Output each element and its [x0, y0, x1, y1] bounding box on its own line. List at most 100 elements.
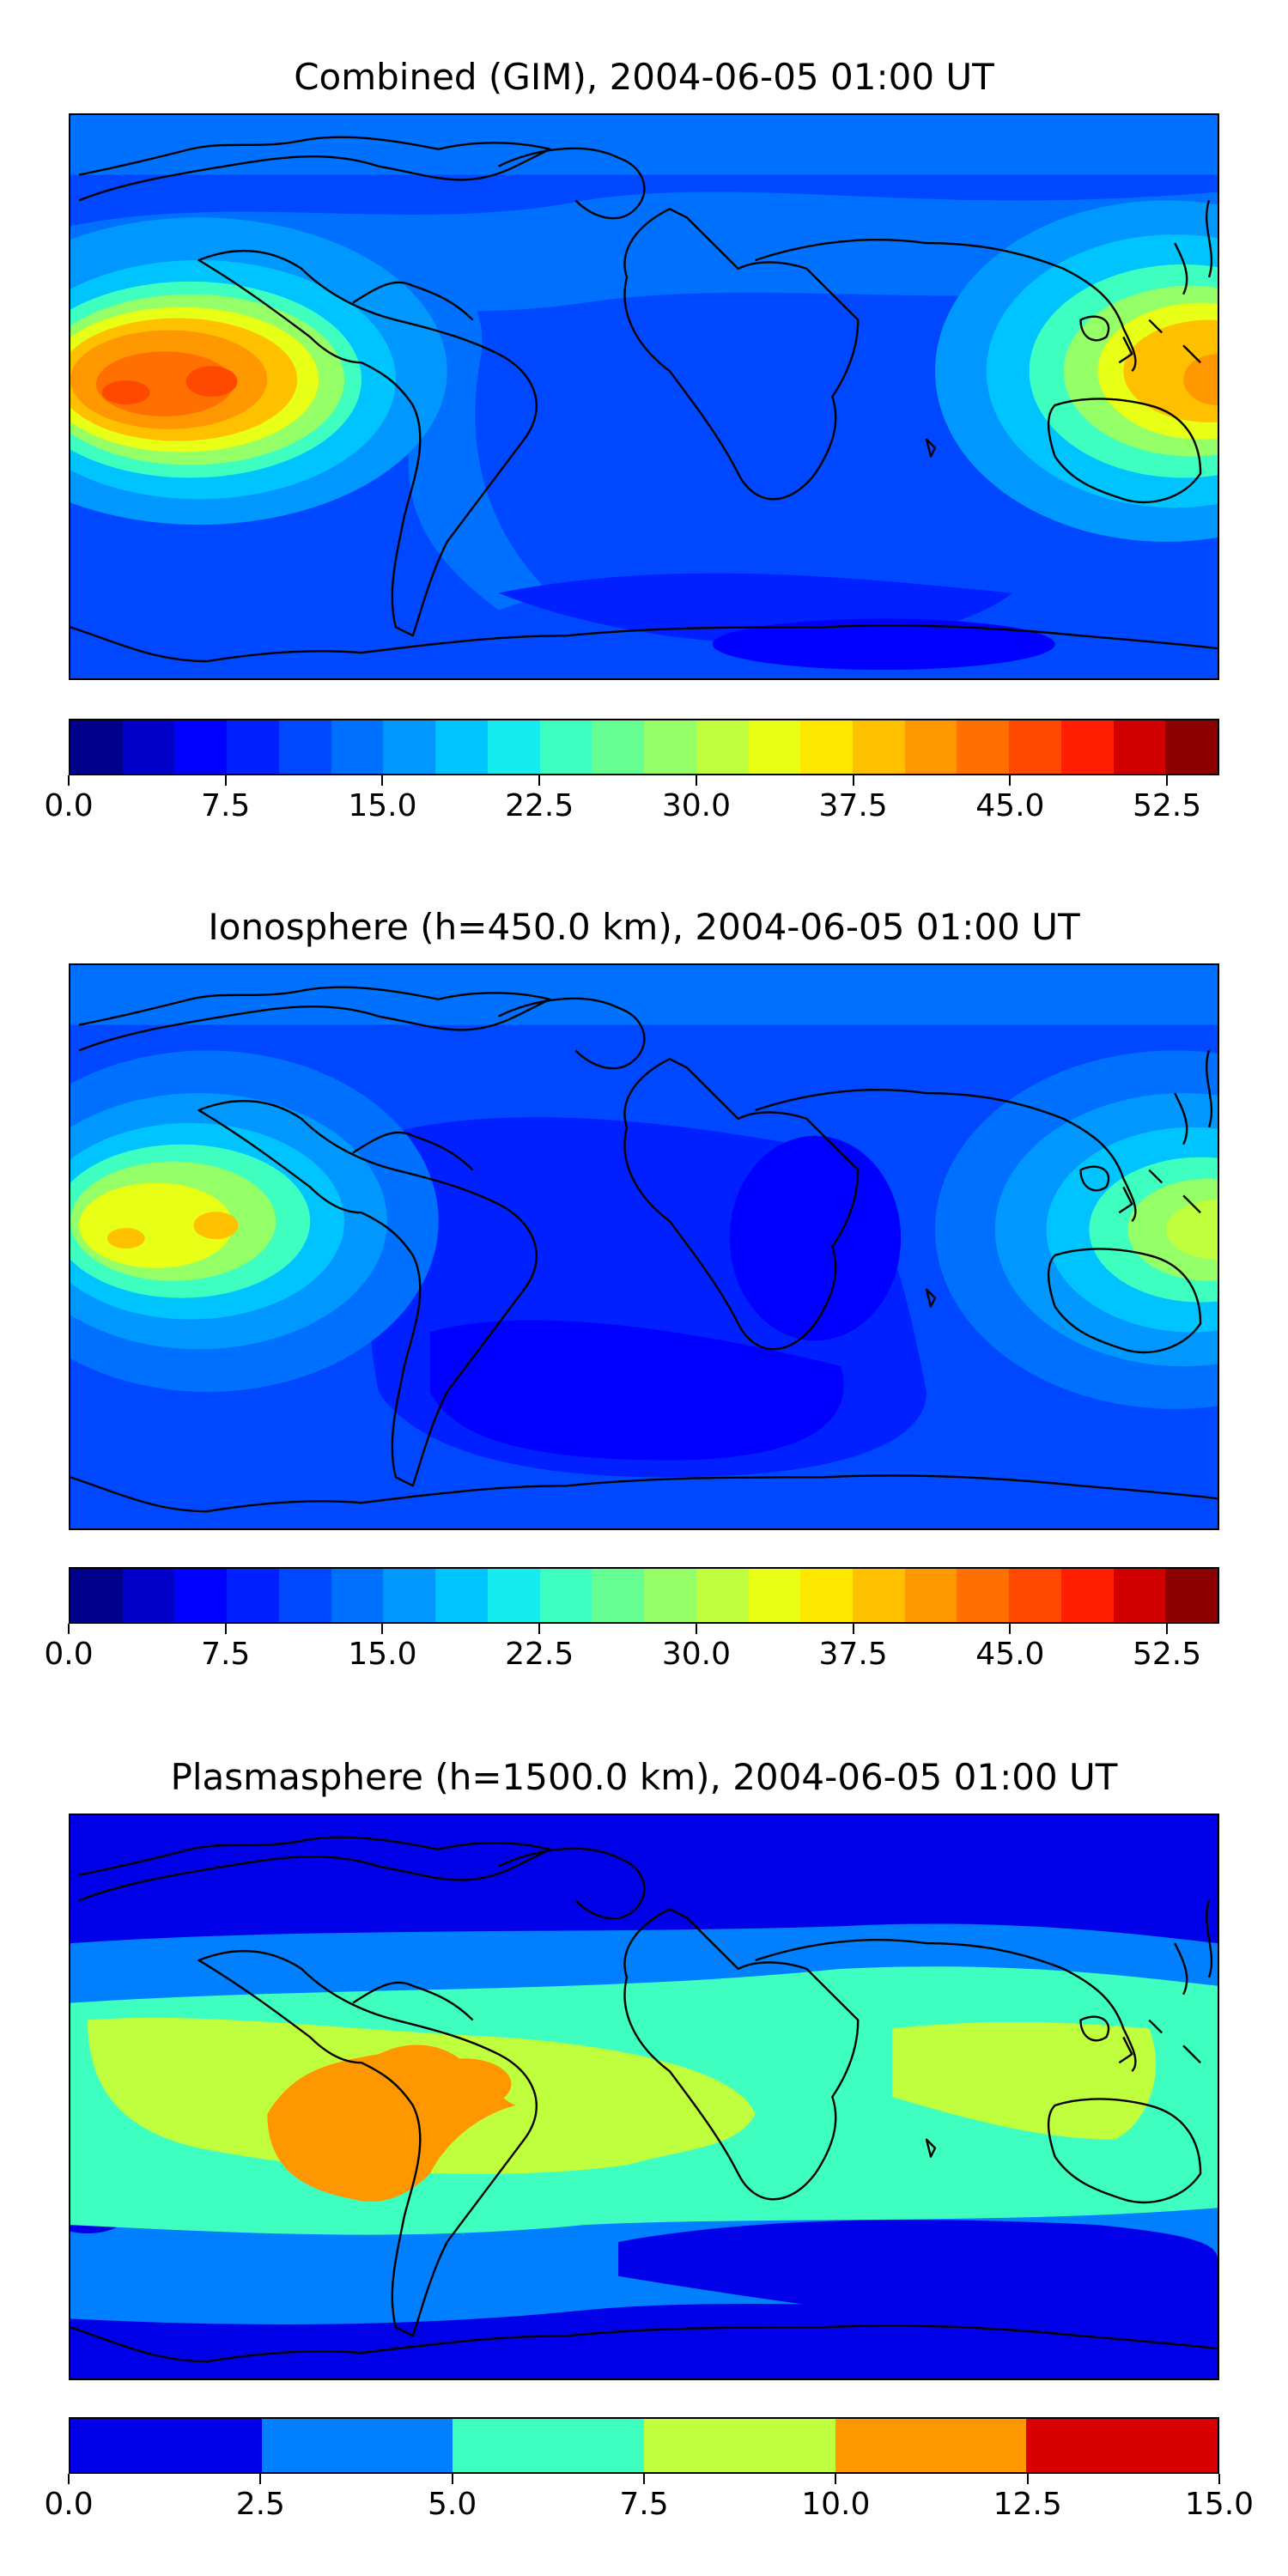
- contour-east-7: [1183, 354, 1218, 405]
- colorbar-tick-label: 52.5: [1133, 788, 1202, 823]
- colorbar-tick: [68, 775, 70, 786]
- colorbar-segment: [70, 2419, 262, 2472]
- colorbar-segment: [174, 720, 228, 774]
- contour-west-7a: [106, 1228, 145, 1249]
- contour-west-9a: [101, 380, 150, 404]
- colorbar-segment: [696, 1569, 749, 1622]
- colorbar-tick: [224, 775, 227, 786]
- colorbar-tick: [1009, 1624, 1012, 1634]
- colorbar-segment: [383, 720, 436, 774]
- colorbar-tick: [852, 775, 854, 786]
- band-yellow-east: [892, 2022, 1157, 2140]
- colorbar-segment: [435, 1569, 488, 1622]
- colorbar-tick: [1218, 2474, 1220, 2484]
- contour-west-7b: [193, 1212, 239, 1240]
- colorbar-ticks-plasmasphere: 0.0 2.5 5.0 7.5 10.0 12.5 15.0: [44, 2474, 1254, 2525]
- colorbar-segment: [278, 1569, 331, 1622]
- contour-east-6: [1166, 1200, 1218, 1260]
- colorbar-ticks-ionosphere: 0.0 7.5 15.0 22.5 30.0 37.5 45.0 52.5: [44, 1624, 1219, 1675]
- colorbar-tick-label: 5.0: [428, 2487, 477, 2522]
- map-plasmasphere: [69, 1814, 1219, 2380]
- colorbar-tick-label: 7.5: [619, 2487, 669, 2522]
- colorbar-segment: [1009, 720, 1061, 774]
- colorbar-segment: [227, 720, 279, 774]
- colorbar-tick-label: 22.5: [505, 1637, 574, 1672]
- colorbar-tick: [451, 2474, 453, 2484]
- colorbar-segment: [70, 720, 123, 774]
- colorbar-tick-label: 15.0: [1184, 2487, 1255, 2522]
- colorbar-segment: [70, 1569, 123, 1622]
- colorbar-segment: [904, 1569, 957, 1622]
- colorbar-tick-label: 12.5: [993, 2487, 1062, 2522]
- colorbar-segment: [1060, 720, 1114, 774]
- colorbar-segment: [331, 720, 384, 774]
- colorbar-segment: [853, 720, 905, 774]
- colorbar-segment: [261, 2419, 453, 2472]
- colorbar-tick: [224, 1624, 227, 1634]
- colorbar-tick: [695, 775, 697, 786]
- colorbar-segment: [1026, 2419, 1218, 2472]
- colorbar-segment: [748, 720, 801, 774]
- panel-title-combined: Combined (GIM), 2004-06-05 01:00 UT: [294, 56, 994, 98]
- colorbar-segment: [644, 2419, 835, 2472]
- coastlines: [70, 136, 1218, 663]
- colorbar-segment: [1009, 1569, 1061, 1622]
- colorbar-tick-label: 45.0: [975, 1637, 1045, 1672]
- low-spot-south: [618, 2220, 1218, 2345]
- colorbar-segment: [1113, 720, 1166, 774]
- colorbar-segment: [904, 720, 957, 774]
- colorbar-tick: [643, 2474, 645, 2484]
- colorbar-tick: [68, 2474, 70, 2484]
- colorbar-tick-label: 30.0: [661, 1637, 731, 1672]
- colorbar-tick: [538, 1624, 541, 1634]
- colorbar-segment: [1165, 720, 1218, 774]
- colorbar-tick-label: 7.5: [201, 788, 251, 823]
- colorbar-segment: [227, 1569, 279, 1622]
- colorbar-segment: [1165, 1569, 1218, 1622]
- coastlines: [70, 1836, 1218, 2363]
- tec-map-ionosphere: [70, 965, 1218, 1528]
- colorbar-segment: [122, 720, 175, 774]
- colorbar-segment: [122, 1569, 175, 1622]
- colorbar-tick-label: 0.0: [44, 788, 94, 823]
- colorbar-segment: [453, 2419, 645, 2472]
- lowest-tec-spot: [729, 1135, 902, 1341]
- colorbar-tick-label: 22.5: [505, 788, 574, 823]
- coastlines: [70, 986, 1218, 1513]
- colorbar-tick: [259, 2474, 262, 2484]
- colorbar-segment: [644, 1569, 696, 1622]
- colorbar-segment: [487, 720, 540, 774]
- colorbar-tick-label: 37.5: [818, 788, 888, 823]
- colorbar-tick-label: 7.5: [201, 1637, 251, 1672]
- colorbar-tick: [1026, 2474, 1029, 2484]
- panel-title-ionosphere: Ionosphere (h=450.0 km), 2004-06-05 01:0…: [208, 906, 1080, 948]
- colorbar-segment: [435, 720, 488, 774]
- colorbar-segment: [383, 1569, 436, 1622]
- colorbar-segment: [644, 720, 696, 774]
- colorbar-segment: [800, 720, 854, 774]
- colorbar-combined: [69, 719, 1219, 775]
- colorbar-segment: [1060, 1569, 1114, 1622]
- colorbar-segment: [800, 1569, 854, 1622]
- colorbar-segment: [957, 1569, 1010, 1622]
- colorbar-tick: [538, 775, 541, 786]
- colorbar-segment: [539, 720, 592, 774]
- colorbar-tick: [381, 775, 384, 786]
- tec-map-plasmasphere: [70, 1815, 1218, 2379]
- colorbar-ticks-combined: 0.0 7.5 15.0 22.5 30.0 37.5 45.0 52.5: [44, 775, 1219, 827]
- colorbar-segment: [174, 1569, 228, 1622]
- colorbar-segment: [331, 1569, 384, 1622]
- colorbar-tick-label: 0.0: [44, 1637, 94, 1672]
- colorbar-tick-label: 45.0: [975, 788, 1045, 823]
- colorbar-plasmasphere: [69, 2417, 1219, 2474]
- map-combined: [69, 113, 1219, 680]
- colorbar-tick: [835, 2474, 837, 2484]
- colorbar-tick: [1166, 1624, 1169, 1634]
- colorbar-segment: [696, 720, 749, 774]
- low-tec-south-core: [712, 618, 1055, 671]
- colorbar-tick-label: 0.0: [44, 2487, 94, 2522]
- colorbar-segment: [853, 1569, 905, 1622]
- colorbar-tick-label: 37.5: [818, 1637, 888, 1672]
- colorbar-segment: [487, 1569, 540, 1622]
- colorbar-tick-label: 2.5: [235, 2487, 285, 2522]
